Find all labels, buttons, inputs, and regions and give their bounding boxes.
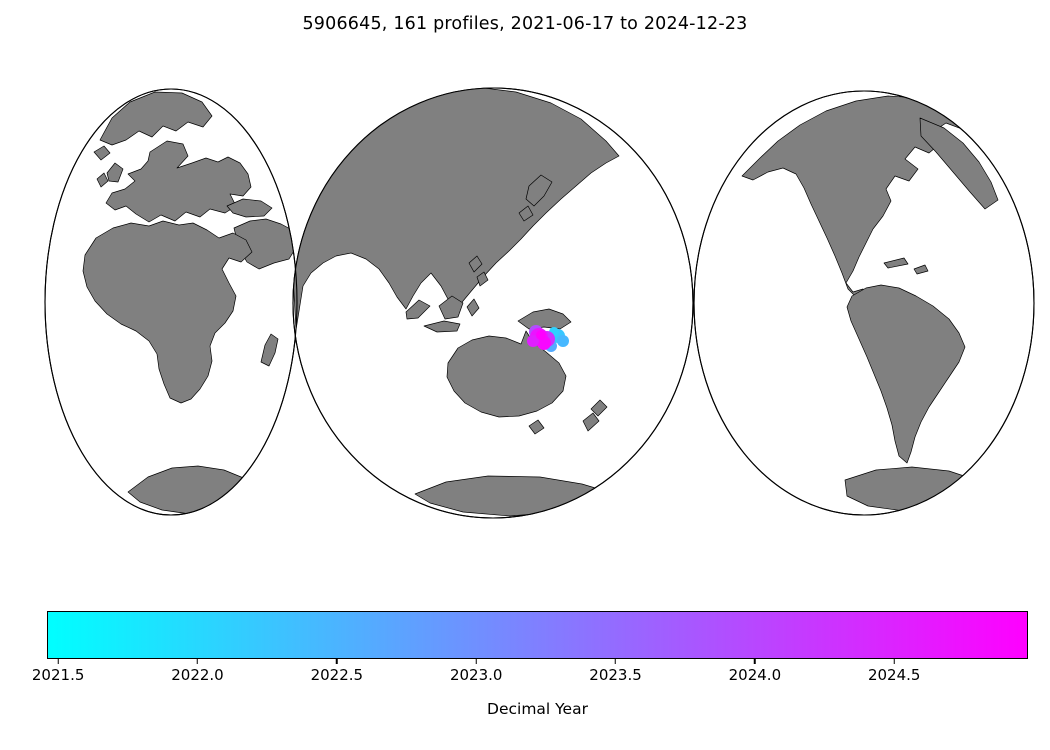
land-sulawesi xyxy=(466,298,480,317)
colorbar-tick-label: 2023.0 xyxy=(449,666,503,684)
land-caribbean-east xyxy=(913,264,929,275)
colorbar-tick: 2021.5 xyxy=(31,659,85,684)
colorbar-tick: 2022.0 xyxy=(171,659,224,684)
land-new-zealand-north xyxy=(590,399,608,417)
profile-scatter xyxy=(527,325,569,352)
land-europe xyxy=(105,140,252,223)
land-madagascar xyxy=(260,333,279,367)
profile-point xyxy=(557,335,569,347)
colorbar-tick-label: 2023.5 xyxy=(589,666,642,684)
colorbar-tick-label: 2022.0 xyxy=(171,666,224,684)
map-lobe-right-outline xyxy=(693,90,1035,516)
land-philippines-south xyxy=(476,271,489,287)
colorbar-tick-mark xyxy=(614,659,617,664)
colorbar-tick-mark xyxy=(196,659,199,664)
land-philippines-north xyxy=(468,255,483,273)
colorbar-tick-mark xyxy=(754,659,756,664)
map-lobe-left-outline xyxy=(44,88,298,516)
land-africa xyxy=(82,220,253,404)
colorbar-tick-mark xyxy=(57,659,59,664)
profile-point xyxy=(536,330,546,340)
land-south-america xyxy=(846,284,966,464)
colorbar-tick: 2024.5 xyxy=(867,659,921,684)
colorbar-tick-mark xyxy=(475,659,477,664)
profile-point xyxy=(527,335,539,347)
figure-title: 5906645, 161 profiles, 2021-06-17 to 202… xyxy=(302,14,748,34)
land-tasmania xyxy=(528,419,545,435)
land-britain xyxy=(106,162,124,183)
land-japan xyxy=(525,174,553,207)
land-caribbean-west xyxy=(883,257,909,269)
colorbar-gradient xyxy=(47,611,1028,659)
land-new-zealand-south xyxy=(582,412,600,432)
land-group-left xyxy=(82,91,297,515)
land-anatolia xyxy=(226,198,273,218)
land-arctic-europe xyxy=(99,91,213,146)
colorbar-tick-label: 2022.5 xyxy=(310,666,364,684)
land-greenland xyxy=(919,117,999,210)
land-arabia xyxy=(233,218,297,270)
colorbar-tick: 2024.0 xyxy=(728,659,782,684)
colorbar-axis-label: Decimal Year xyxy=(487,700,588,718)
colorbar-tick: 2023.5 xyxy=(589,659,642,684)
colorbar-tick-label: 2024.5 xyxy=(867,666,921,684)
land-java xyxy=(423,320,461,333)
map-lobe-middle-outline xyxy=(292,87,694,519)
land-group-right xyxy=(741,95,999,512)
colorbar-tick: 2022.5 xyxy=(310,659,364,684)
land-group-middle xyxy=(293,88,620,517)
land-ireland xyxy=(96,172,109,188)
colorbar-axis: 2021.5 2022.0 2022.5 2023.0 2023.5 2024.0 2024… xyxy=(32,659,1028,693)
colorbar-tick-label: 2021.5 xyxy=(31,666,85,684)
colorbar-tick-label: 2024.0 xyxy=(728,666,782,684)
land-japan-south xyxy=(518,205,534,222)
colorbar-tick-mark xyxy=(336,659,338,664)
colorbar-tick: 2023.0 xyxy=(449,659,503,684)
land-borneo xyxy=(438,295,464,320)
land-iceland xyxy=(93,145,111,161)
land-australia xyxy=(446,330,567,418)
colorbar-tick-mark xyxy=(893,659,895,664)
land-sumatra xyxy=(405,299,431,320)
